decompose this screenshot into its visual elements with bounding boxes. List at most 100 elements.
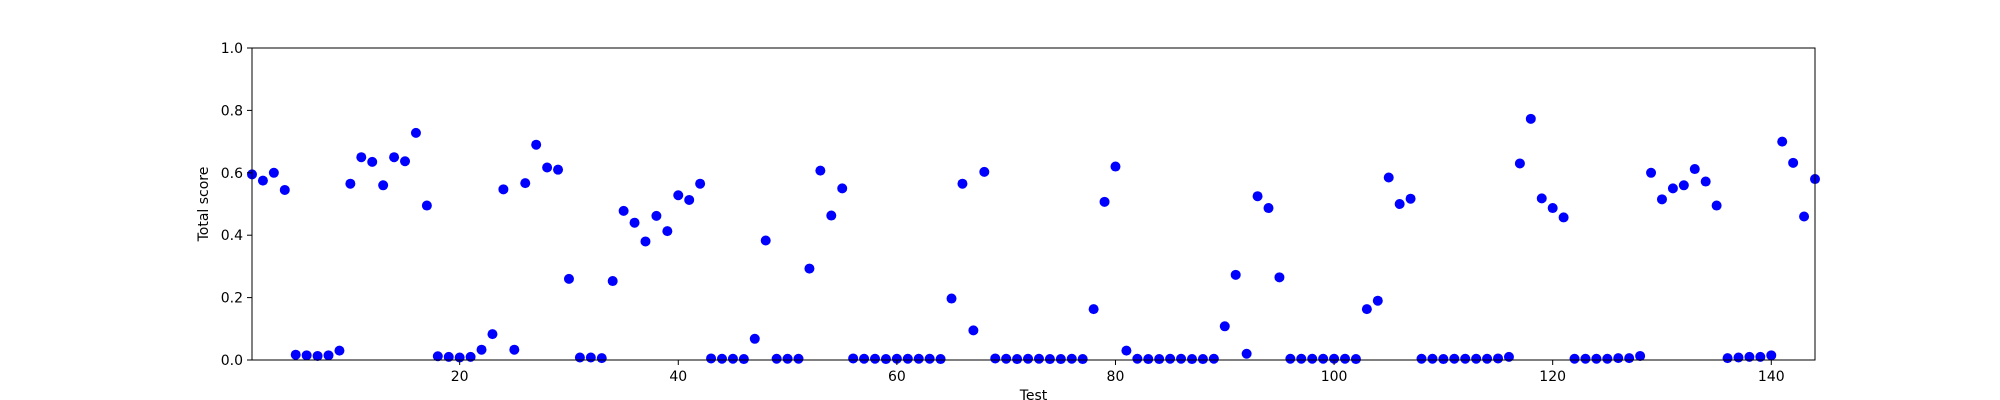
x-tick-label: 60	[888, 369, 906, 385]
x-tick-label: 40	[669, 369, 687, 385]
y-tick-label: 1.0	[221, 41, 243, 57]
data-point	[771, 353, 782, 364]
data-point	[870, 353, 881, 364]
data-point	[1416, 353, 1427, 364]
data-point	[1055, 354, 1066, 365]
data-point	[1744, 351, 1755, 362]
x-tick-label: 120	[1539, 369, 1566, 385]
data-point	[1066, 353, 1077, 364]
data-point	[935, 354, 946, 365]
data-point	[1012, 354, 1023, 365]
data-point	[826, 210, 837, 221]
data-point	[1689, 164, 1700, 175]
data-point	[815, 165, 826, 176]
y-axis-label: Total score	[196, 167, 212, 243]
data-point	[1624, 353, 1635, 364]
data-point	[1733, 352, 1744, 363]
data-point	[1788, 157, 1799, 168]
data-point	[574, 352, 585, 363]
data-point	[1372, 295, 1383, 306]
data-point	[968, 325, 979, 336]
data-point	[1602, 353, 1613, 364]
data-point	[1580, 353, 1591, 364]
data-point	[476, 344, 487, 355]
data-point	[1646, 167, 1657, 178]
data-point	[1121, 345, 1132, 356]
x-tick-label: 80	[1107, 369, 1125, 385]
x-tick-label: 100	[1321, 369, 1348, 385]
data-point	[913, 353, 924, 364]
data-point	[1405, 193, 1416, 204]
data-point	[673, 190, 684, 201]
data-point	[531, 139, 542, 150]
data-point	[1525, 113, 1536, 124]
data-point	[1023, 353, 1034, 364]
data-point	[1176, 353, 1187, 364]
data-point	[389, 152, 400, 163]
data-point	[837, 183, 848, 194]
data-point	[400, 156, 411, 167]
data-point	[1361, 304, 1372, 315]
data-point	[1678, 180, 1689, 191]
data-point	[706, 353, 717, 364]
data-point	[749, 333, 760, 344]
data-point	[1340, 353, 1351, 364]
data-point	[1711, 200, 1722, 211]
data-point	[279, 184, 290, 195]
data-point	[1252, 191, 1263, 202]
data-point	[1700, 176, 1711, 187]
y-axis-ticks: 0.0 0.2 0.4 0.6 0.8 1.0	[221, 41, 252, 369]
data-point	[301, 350, 312, 361]
data-point	[880, 354, 891, 365]
data-point	[1493, 353, 1504, 364]
data-point	[410, 127, 421, 138]
data-point	[1667, 183, 1678, 194]
data-point	[443, 351, 454, 362]
data-point	[1219, 321, 1230, 332]
data-point	[553, 164, 564, 175]
data-point	[1285, 353, 1296, 364]
data-point	[1635, 350, 1646, 361]
data-point	[1099, 196, 1110, 207]
data-point	[596, 353, 607, 364]
y-tick-label: 0.6	[221, 166, 243, 182]
data-point	[651, 210, 662, 221]
data-point	[804, 263, 815, 274]
data-point	[1536, 193, 1547, 204]
y-tick-label: 0.8	[221, 103, 243, 119]
data-point	[1263, 203, 1274, 214]
data-point	[1197, 354, 1208, 365]
data-point	[1132, 353, 1143, 364]
data-point	[509, 344, 520, 355]
x-axis-label: Test	[1019, 388, 1048, 400]
y-tick-label: 0.2	[221, 291, 243, 307]
data-point	[1722, 353, 1733, 364]
data-point	[695, 178, 706, 189]
data-point	[1656, 194, 1667, 205]
data-point	[1569, 353, 1580, 364]
data-point	[1088, 304, 1099, 315]
data-point	[1471, 353, 1482, 364]
data-point	[1482, 353, 1493, 364]
data-point	[323, 350, 334, 361]
data-point	[640, 236, 651, 247]
data-point	[465, 351, 476, 362]
data-point	[1241, 348, 1252, 359]
data-point	[257, 175, 268, 186]
y-tick-label: 0.4	[221, 228, 243, 244]
data-point	[1307, 353, 1318, 364]
data-point	[848, 353, 859, 364]
data-point	[1777, 136, 1788, 147]
data-point	[760, 235, 771, 246]
data-point	[367, 156, 378, 167]
data-point	[1296, 353, 1307, 364]
data-point	[957, 178, 968, 189]
data-point	[585, 352, 596, 363]
data-point	[1077, 354, 1088, 365]
data-point	[356, 152, 367, 163]
data-point	[421, 200, 432, 211]
data-point	[738, 354, 749, 365]
data-point	[990, 353, 1001, 364]
